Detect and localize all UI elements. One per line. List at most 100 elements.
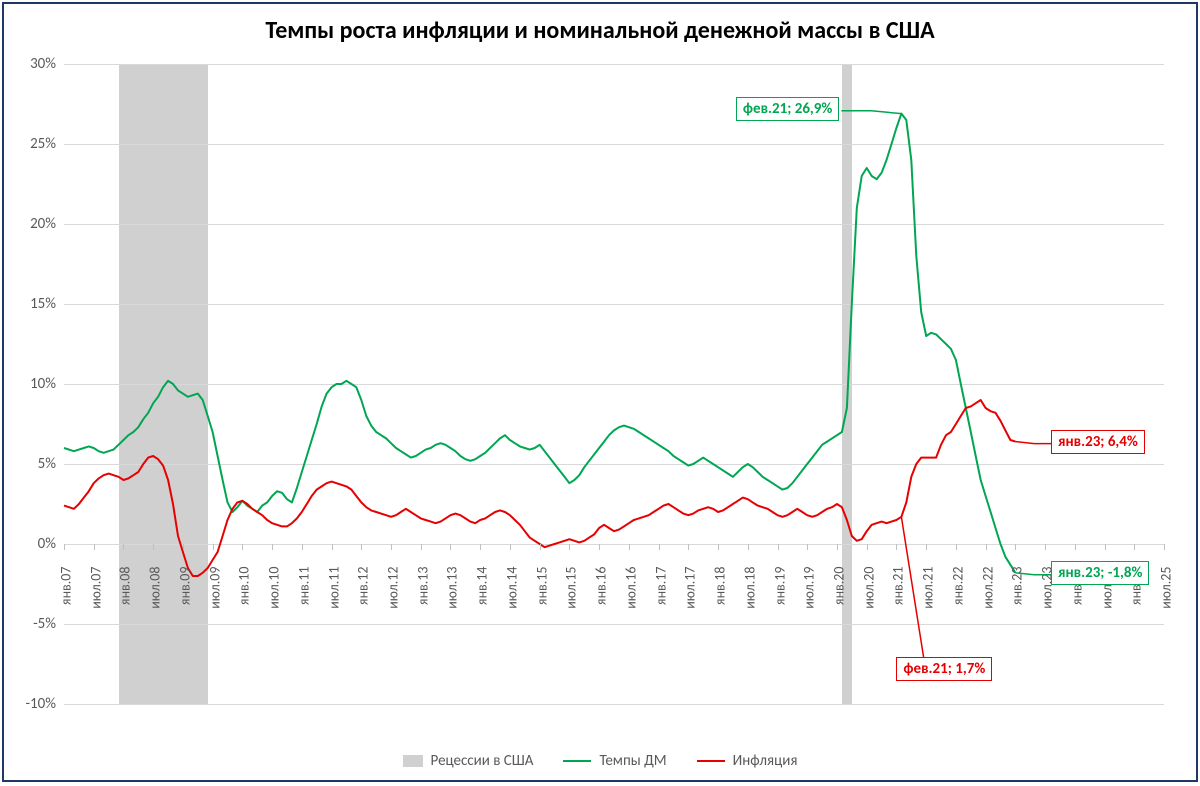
x-axis-label: июл.19 xyxy=(801,567,818,637)
x-tick xyxy=(1164,544,1165,550)
gridline xyxy=(64,704,1164,705)
x-axis-label: янв.19 xyxy=(771,567,788,637)
callout-label: фев.21; 26,9% xyxy=(736,97,839,121)
x-tick xyxy=(926,544,927,550)
x-axis-label: июл.15 xyxy=(563,567,580,637)
x-tick xyxy=(480,544,481,550)
y-axis-label: 0% xyxy=(6,535,56,553)
callout-label: янв.23; -1,8% xyxy=(1051,561,1149,585)
x-tick xyxy=(986,544,987,550)
legend-item-recession: Рецессии в США xyxy=(403,752,534,770)
x-axis-label: янв.15 xyxy=(533,567,550,637)
x-axis-label: июл.21 xyxy=(920,567,937,637)
x-axis-label: июл.16 xyxy=(622,567,639,637)
x-axis-label: июл.17 xyxy=(682,567,699,637)
series-lines xyxy=(64,64,1164,704)
x-axis-label: июл.14 xyxy=(503,567,520,637)
legend-label-recession: Рецессии в США xyxy=(431,752,534,770)
x-tick xyxy=(391,544,392,550)
legend-item-inflation: Инфляция xyxy=(697,752,798,770)
chart-frame: Темпы роста инфляции и номинальной денеж… xyxy=(2,2,1198,782)
x-tick xyxy=(956,544,957,550)
x-axis-label: янв.09 xyxy=(176,567,193,637)
x-tick xyxy=(1134,544,1135,550)
inflation-swatch xyxy=(697,760,725,762)
x-tick xyxy=(748,544,749,550)
x-axis-label: янв.13 xyxy=(414,567,431,637)
x-tick xyxy=(361,544,362,550)
x-tick xyxy=(688,544,689,550)
x-tick xyxy=(94,544,95,550)
money-supply-swatch xyxy=(563,760,591,762)
x-axis-label: июл.12 xyxy=(385,567,402,637)
money-supply-line xyxy=(64,114,1015,573)
x-tick xyxy=(1075,544,1076,550)
x-tick xyxy=(1015,544,1016,550)
legend-label-inflation: Инфляция xyxy=(733,752,798,770)
legend-item-money-supply: Темпы ДМ xyxy=(563,752,666,770)
x-axis-label: июл.11 xyxy=(325,567,342,637)
x-axis-label: июл.10 xyxy=(266,567,283,637)
x-axis-label: янв.20 xyxy=(830,567,847,637)
y-axis-label: 25% xyxy=(6,135,56,153)
x-tick xyxy=(272,544,273,550)
x-tick xyxy=(1045,544,1046,550)
x-tick xyxy=(599,544,600,550)
x-tick xyxy=(450,544,451,550)
x-tick xyxy=(123,544,124,550)
plot-area: -10%-5%0%5%10%15%20%25%30% янв.07июл.07я… xyxy=(64,64,1164,704)
x-tick xyxy=(64,544,65,550)
x-tick xyxy=(213,544,214,550)
x-axis-label: янв.08 xyxy=(117,567,134,637)
x-tick xyxy=(778,544,779,550)
legend-label-money-supply: Темпы ДМ xyxy=(599,752,666,770)
x-axis-label: янв.23 xyxy=(1009,567,1026,637)
x-tick xyxy=(242,544,243,550)
y-axis-label: 30% xyxy=(6,55,56,73)
x-axis-label: янв.11 xyxy=(295,567,312,637)
y-axis-label: 10% xyxy=(6,375,56,393)
x-tick xyxy=(1105,544,1106,550)
x-axis-label: июл.25 xyxy=(1158,567,1175,637)
x-tick xyxy=(629,544,630,550)
x-axis-label: июл.22 xyxy=(979,567,996,637)
y-axis-label: -5% xyxy=(6,615,56,633)
x-axis-label: июл.20 xyxy=(860,567,877,637)
x-tick xyxy=(510,544,511,550)
y-axis-label: 15% xyxy=(6,295,56,313)
x-tick xyxy=(659,544,660,550)
x-tick xyxy=(302,544,303,550)
x-tick xyxy=(421,544,422,550)
x-axis-label: янв.14 xyxy=(474,567,491,637)
x-axis-label: июл.07 xyxy=(87,567,104,637)
x-axis-label: янв.21 xyxy=(890,567,907,637)
y-axis-label: -10% xyxy=(6,695,56,713)
x-axis-label: июл.18 xyxy=(741,567,758,637)
x-axis-label: июл.09 xyxy=(206,567,223,637)
callout-label: янв.23; 6,4% xyxy=(1051,430,1145,454)
y-axis-label: 20% xyxy=(6,215,56,233)
x-axis-label: янв.07 xyxy=(58,567,75,637)
x-tick xyxy=(569,544,570,550)
x-axis-label: янв.10 xyxy=(236,567,253,637)
x-tick xyxy=(183,544,184,550)
x-tick xyxy=(332,544,333,550)
legend: Рецессии в США Темпы ДМ Инфляция xyxy=(4,752,1196,770)
y-axis-label: 5% xyxy=(6,455,56,473)
chart-title: Темпы роста инфляции и номинальной денеж… xyxy=(4,16,1196,45)
callout-label: фев.21; 1,7% xyxy=(896,657,992,681)
x-axis-label: июл.13 xyxy=(444,567,461,637)
x-tick xyxy=(540,544,541,550)
x-axis-label: янв.17 xyxy=(652,567,669,637)
x-tick xyxy=(867,544,868,550)
x-tick xyxy=(807,544,808,550)
x-tick xyxy=(896,544,897,550)
x-axis-label: янв.22 xyxy=(949,567,966,637)
recession-swatch xyxy=(403,755,423,767)
x-axis-label: янв.18 xyxy=(712,567,729,637)
x-tick xyxy=(153,544,154,550)
x-axis-label: июл.08 xyxy=(147,567,164,637)
x-axis-label: янв.16 xyxy=(593,567,610,637)
x-axis-label: янв.12 xyxy=(355,567,372,637)
x-tick xyxy=(837,544,838,550)
